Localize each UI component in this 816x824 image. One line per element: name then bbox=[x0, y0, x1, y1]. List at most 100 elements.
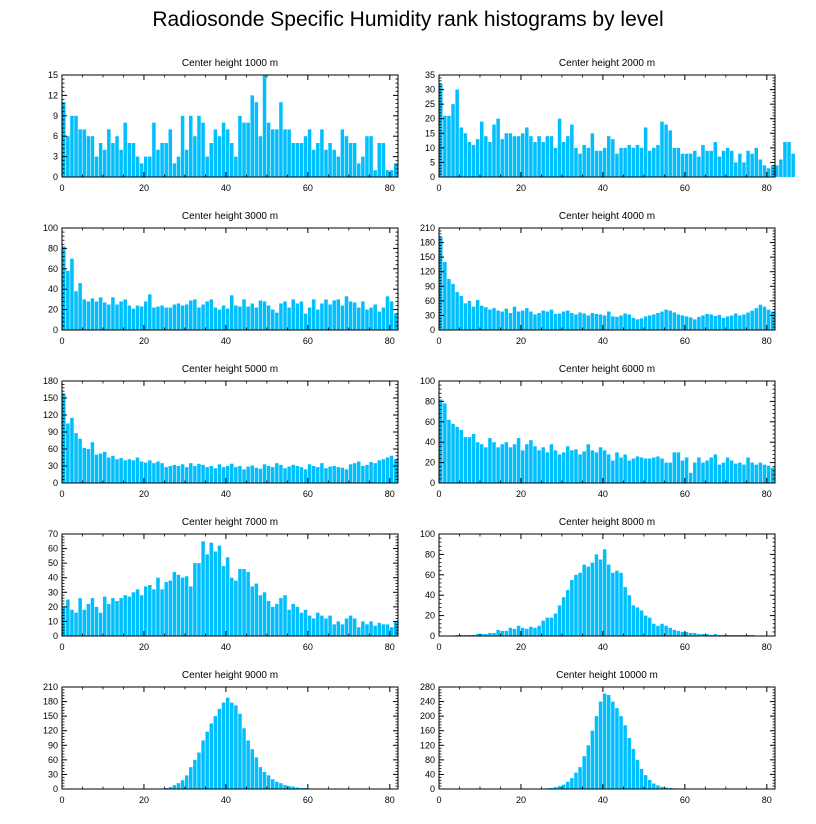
bar bbox=[660, 458, 664, 483]
bar bbox=[119, 458, 123, 483]
bar bbox=[459, 634, 463, 636]
bar bbox=[225, 697, 230, 789]
bar bbox=[697, 316, 701, 330]
bar bbox=[275, 781, 279, 789]
bar bbox=[734, 463, 738, 483]
bar bbox=[78, 598, 82, 636]
bar bbox=[647, 150, 652, 177]
bar bbox=[340, 129, 345, 177]
bar bbox=[94, 454, 99, 483]
bar bbox=[115, 136, 119, 177]
bar bbox=[537, 313, 541, 330]
bar bbox=[574, 772, 578, 789]
bar bbox=[467, 300, 472, 330]
bar bbox=[479, 633, 484, 636]
y-tick-label: 80 bbox=[425, 755, 435, 765]
bar bbox=[541, 310, 545, 330]
bar bbox=[623, 587, 627, 636]
bar bbox=[635, 319, 640, 330]
bar bbox=[201, 464, 205, 483]
bar bbox=[189, 463, 193, 483]
y-tick-label: 60 bbox=[48, 755, 58, 765]
bar bbox=[250, 749, 254, 789]
panel-4: Center height 4000 m 0 30 60 90 120 150 180 210 0… bbox=[420, 211, 776, 346]
bar bbox=[758, 159, 763, 177]
bar bbox=[496, 310, 500, 330]
bar bbox=[86, 603, 91, 636]
bar bbox=[504, 442, 509, 483]
bar bbox=[197, 307, 201, 330]
y-tick-label: 15 bbox=[425, 128, 435, 138]
bar bbox=[209, 143, 214, 177]
y-tick-label: 35 bbox=[425, 70, 435, 80]
bar bbox=[275, 129, 279, 177]
bar bbox=[705, 150, 709, 177]
bar bbox=[525, 444, 529, 483]
bar bbox=[684, 153, 689, 177]
bar bbox=[479, 121, 484, 177]
bar bbox=[336, 621, 341, 636]
bar bbox=[180, 464, 185, 483]
bar bbox=[156, 461, 160, 483]
bar bbox=[516, 311, 521, 330]
bar bbox=[647, 779, 652, 789]
bar bbox=[361, 301, 365, 330]
bar bbox=[283, 595, 287, 636]
bar bbox=[611, 139, 615, 177]
bar bbox=[369, 307, 373, 330]
bar bbox=[471, 306, 476, 330]
bar bbox=[86, 449, 91, 483]
y-tick-label: 200 bbox=[420, 711, 435, 721]
bar bbox=[320, 463, 324, 483]
x-tick-label: 40 bbox=[598, 336, 608, 346]
y-tick-label: 20 bbox=[48, 602, 58, 612]
bar bbox=[615, 316, 619, 330]
bar bbox=[172, 163, 177, 177]
y-tick-label: 210 bbox=[43, 682, 58, 692]
bar bbox=[615, 452, 619, 483]
x-tick-label: 60 bbox=[680, 795, 690, 805]
bar bbox=[746, 634, 750, 636]
bar bbox=[746, 312, 750, 330]
y-tick-label: 210 bbox=[420, 223, 435, 233]
bar bbox=[287, 466, 291, 483]
bar bbox=[242, 122, 246, 177]
bar bbox=[619, 147, 623, 177]
y-tick-label: 50 bbox=[48, 558, 58, 568]
bar bbox=[537, 625, 541, 636]
bar bbox=[668, 310, 672, 330]
bar bbox=[373, 304, 377, 330]
bar bbox=[713, 142, 718, 177]
bar bbox=[176, 156, 181, 177]
bar bbox=[258, 300, 263, 330]
bar bbox=[266, 466, 271, 483]
x-tick-label: 20 bbox=[516, 795, 526, 805]
bar bbox=[361, 621, 365, 636]
bar bbox=[205, 156, 209, 177]
bar bbox=[62, 102, 66, 177]
x-tick-label: 80 bbox=[385, 642, 395, 652]
y-tick-label: 60 bbox=[48, 544, 58, 554]
bar bbox=[336, 467, 341, 483]
bar bbox=[373, 170, 377, 177]
y-tick-label: 150 bbox=[43, 393, 58, 403]
bar bbox=[102, 302, 107, 330]
bar bbox=[475, 299, 480, 330]
bar bbox=[459, 429, 463, 483]
bar bbox=[500, 630, 504, 636]
bar bbox=[553, 147, 558, 177]
bar bbox=[639, 457, 644, 483]
bar bbox=[557, 454, 562, 483]
bar bbox=[611, 316, 615, 330]
bar bbox=[180, 780, 185, 789]
bar bbox=[135, 156, 140, 177]
y-tick-label: 90 bbox=[425, 281, 435, 291]
bar bbox=[611, 460, 615, 483]
bar bbox=[631, 605, 636, 636]
bar bbox=[693, 462, 697, 483]
bar bbox=[127, 305, 132, 330]
bar bbox=[664, 309, 668, 330]
bar bbox=[721, 317, 726, 330]
x-tick-label: 20 bbox=[516, 183, 526, 193]
bar bbox=[566, 136, 570, 177]
